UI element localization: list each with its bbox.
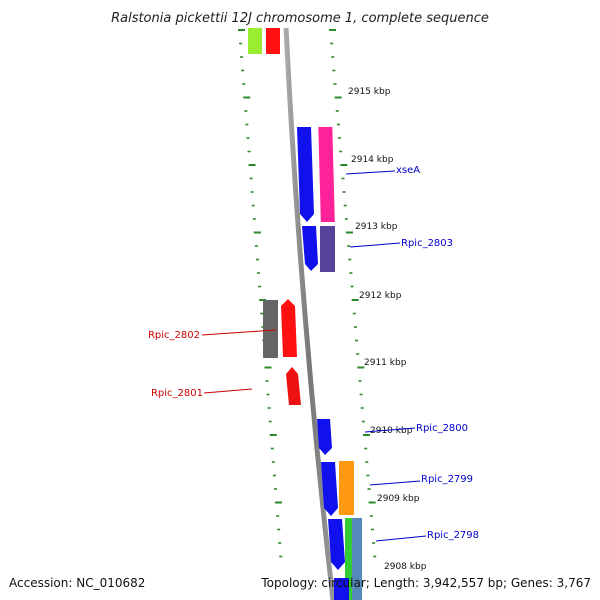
scale-label: 2912 kbp: [359, 291, 402, 301]
left-dotted-guide: [238, 29, 283, 558]
gene-label-rpic-2799[interactable]: Rpic_2799: [421, 474, 473, 485]
gene-labels: xseA Rpic_2803 Rpic_2802 Rpic_2801 Rpic_…: [148, 165, 479, 541]
feature-orange-rpic-2799[interactable]: [339, 461, 354, 515]
scale-label: 2908 kbp: [384, 562, 427, 572]
feature-gray-rpic-2802[interactable]: [263, 300, 278, 358]
feature-red-rpic-2801[interactable]: [286, 367, 301, 405]
gene-label-rpic-2800[interactable]: Rpic_2800: [416, 423, 468, 434]
right-dotted-guide: [329, 29, 377, 558]
gene-label-xseA[interactable]: xseA: [396, 165, 420, 176]
feature-blue-rpic-2803[interactable]: [302, 226, 318, 271]
gene-label-rpic-2801[interactable]: Rpic_2801: [151, 388, 203, 399]
scale-label: 2911 kbp: [364, 358, 407, 368]
gene-label-rpic-2802[interactable]: Rpic_2802: [148, 330, 200, 341]
scale-label: 2913 kbp: [355, 222, 398, 232]
feature-purple-rpic-2803[interactable]: [320, 226, 335, 272]
feature-blue-xseA[interactable]: [297, 127, 314, 222]
map-title: Ralstonia pickettii 12J chromosome 1, co…: [111, 11, 489, 26]
feature-pink-xseA[interactable]: [318, 127, 335, 222]
feature-track: [248, 28, 362, 600]
feature-light-green-top[interactable]: [248, 28, 262, 54]
scale-label: 2915 kbp: [348, 87, 391, 97]
feature-green-rpic-2798[interactable]: [345, 518, 352, 600]
summary-text: Topology: circular; Length: 3,942,557 bp…: [260, 576, 591, 590]
gene-label-rpic-2803[interactable]: Rpic_2803: [401, 238, 453, 249]
feature-blue-rpic-2799[interactable]: [321, 462, 338, 516]
genome-backbone: [283, 27, 336, 600]
scale-labels: 2915 kbp 2914 kbp 2913 kbp 2912 kbp 2911…: [348, 87, 427, 572]
scale-label: 2914 kbp: [351, 155, 394, 165]
feature-red-top[interactable]: [266, 28, 280, 54]
label-leaders: [201, 170, 427, 542]
scale-label: 2910 kbp: [370, 426, 413, 436]
feature-blue-bottom[interactable]: [334, 578, 349, 600]
feature-steelblue-rpic-2798[interactable]: [352, 518, 362, 600]
feature-blue-rpic-2798[interactable]: [328, 519, 345, 570]
feature-red-rpic-2802[interactable]: [281, 299, 297, 357]
accession-text: Accession: NC_010682: [9, 576, 145, 590]
scale-label: 2909 kbp: [377, 494, 420, 504]
gene-label-rpic-2798[interactable]: Rpic_2798: [427, 530, 479, 541]
feature-blue-rpic-2800[interactable]: [317, 419, 332, 455]
